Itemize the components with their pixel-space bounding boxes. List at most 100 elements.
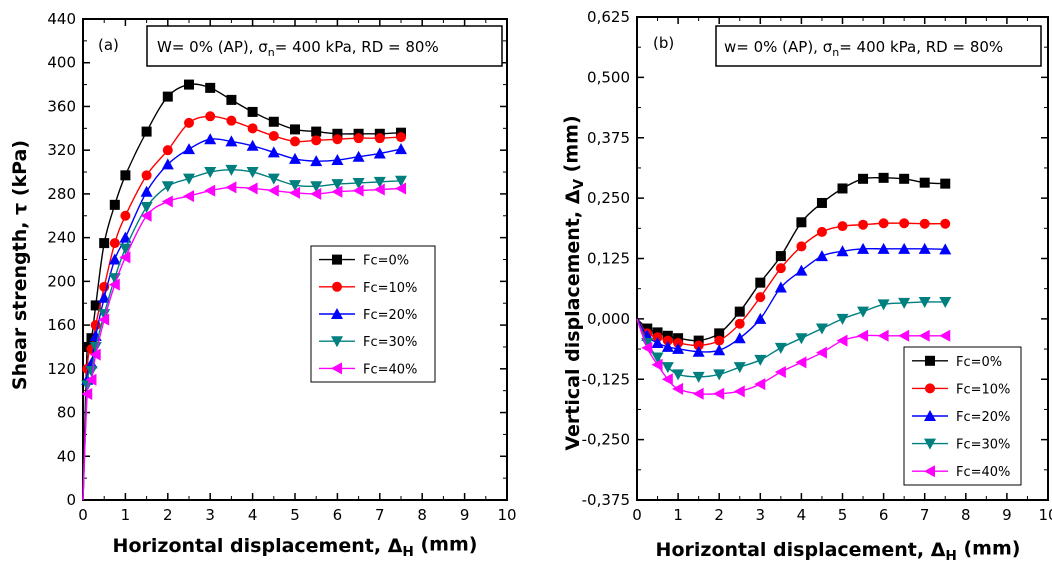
data-point [98,291,111,303]
data-point [918,296,931,308]
data-point [290,136,300,147]
series-fc40 [81,181,406,501]
data-point [877,329,889,342]
x-tick-label: 4 [248,506,258,524]
data-point [290,124,300,135]
data-point [672,369,685,381]
data-point [939,329,951,342]
data-point [918,329,930,342]
legend-label: Fc=20% [363,308,417,323]
data-point [396,132,406,143]
x-tick-label: 4 [797,506,807,524]
data-point [918,242,931,254]
data-point [352,184,364,197]
data-point [331,185,343,198]
series-fc40 [636,318,951,400]
data-point [98,313,110,326]
data-point [141,126,152,137]
data-point [858,173,869,184]
data-point [267,184,279,197]
data-point [141,170,152,181]
data-point [225,135,238,147]
data-point [919,177,930,188]
data-point [85,373,97,386]
legend-label: Fc=40% [363,362,417,377]
data-point [734,306,745,317]
chart-panel-b: 0 1 2 3 4 5 6 7 8 9 10 -0,375 -0,250 -0,125 0,000 0,125… [560,8,1052,564]
series-fc10 [82,111,406,501]
legend-label: Fc=10% [956,382,1010,397]
legend-marker [331,336,343,348]
data-point [289,186,300,199]
x-tick-label: 0 [78,506,88,524]
legend-marker [331,308,343,319]
data-point [226,115,237,126]
data-point [858,219,869,230]
x-axis-label: Horizontal displacement, ΔH (mm) [656,537,1021,564]
data-point [836,334,848,347]
y-tick-label: 0,625 [587,8,630,26]
data-point [205,111,216,122]
x-tick-label: 6 [333,506,343,524]
legend-label: Fc=20% [956,410,1010,425]
legend-marker [924,438,936,450]
data-point [120,210,131,221]
x-tick-label: 9 [1002,506,1012,524]
data-point [310,181,323,193]
data-point [651,352,664,364]
data-point [331,154,344,166]
x-tick-label: 8 [417,506,427,524]
y-tick-label: 240 [47,229,76,247]
plot-frame [82,18,508,501]
data-point [289,180,301,192]
x-tick-label: 7 [375,506,385,524]
y-tick-label: 0,250 [587,189,630,207]
data-point [99,238,110,249]
data-point [754,312,767,324]
data-point [184,117,194,128]
x-tick-label: 10 [1038,506,1052,524]
data-point [713,387,725,400]
data-point [795,264,808,276]
data-point [661,373,673,386]
data-point [836,245,849,257]
y-tick-label: 40 [57,447,76,465]
data-point [693,340,704,351]
data-point [373,176,386,188]
x-tick-label: 10 [497,506,516,524]
data-point [395,182,406,195]
data-point [815,323,828,335]
legend-marker [924,465,935,478]
legend-marker [925,355,935,366]
data-point [733,332,746,344]
data-point [140,202,153,214]
data-point [939,296,952,308]
y-tick-label: 440 [47,10,76,28]
y-tick-label: 0 [66,491,76,509]
data-point [109,238,120,249]
legend-box [310,245,436,383]
data-point [119,243,132,255]
data-point [311,135,322,146]
series-fc10 [636,218,951,351]
y-tick-label: 120 [47,360,76,378]
data-point [90,300,101,311]
x-tick-label: 7 [920,506,930,524]
data-point [939,243,952,255]
data-point [352,150,365,162]
panel-label: (a) [98,36,119,54]
data-point [183,190,194,203]
data-point [878,172,889,183]
x-tick-label: 9 [460,506,470,524]
data-point [774,342,787,354]
x-tick-label: 0 [632,506,642,524]
data-point [755,292,766,303]
data-point [162,145,173,156]
data-point [267,173,280,185]
data-point [246,182,258,195]
series-fc20 [636,242,952,357]
data-point [310,187,322,200]
data-point [796,241,807,252]
legend-label: Fc=30% [956,438,1010,453]
